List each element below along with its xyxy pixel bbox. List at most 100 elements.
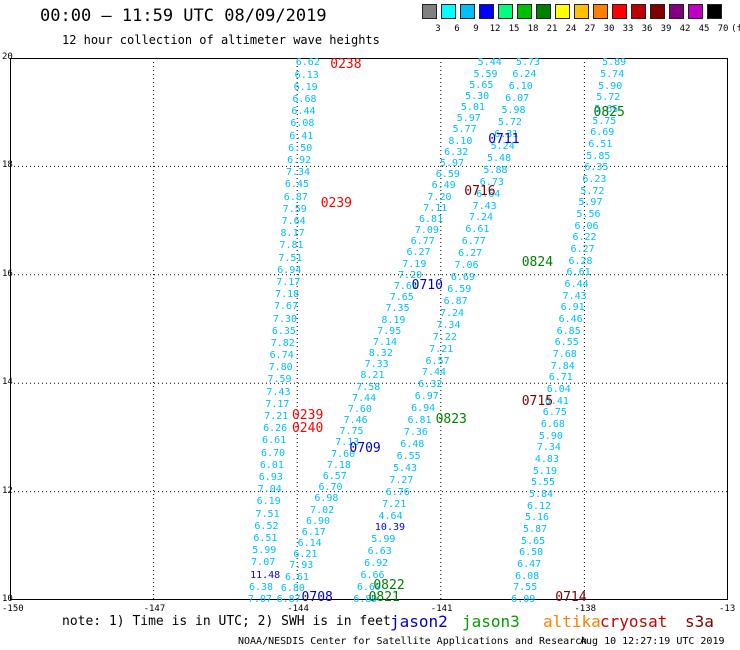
legend-label: 3 <box>435 24 441 34</box>
swh-value: 7.64 <box>281 215 306 227</box>
swh-value: 6.87 <box>276 594 301 605</box>
legend-label: 12 <box>489 24 501 34</box>
swh-value: 6.22 <box>572 232 597 244</box>
swh-value: 5.97 <box>439 158 465 170</box>
lat-tick-label: 10 <box>2 594 13 604</box>
overpass-time-label: 0240 <box>291 421 324 437</box>
lat-tick-label: 16 <box>2 268 13 279</box>
legend-swatch <box>422 4 437 19</box>
legend-label: 36 <box>641 24 653 34</box>
swh-value: 6.77 <box>461 236 486 248</box>
swh-value: 6.12 <box>526 500 552 512</box>
overpass-time-label: 0823 <box>435 411 467 427</box>
swh-value: 11.48 <box>250 569 281 581</box>
swh-value: 5.65 <box>521 535 546 547</box>
swh-value: 7.21 <box>382 498 407 510</box>
legend-altika: altika <box>543 612 601 631</box>
swh-value: 5.88 <box>483 164 508 176</box>
swh-value: 4.83 <box>534 454 559 466</box>
swh-value: 8.32 <box>368 348 393 360</box>
swh-value: 7.21 <box>264 411 289 423</box>
swh-value: 7.14 <box>372 336 398 348</box>
swh-value: 6.07 <box>505 93 530 105</box>
legend-swatch <box>631 4 646 19</box>
swh-value: 7.17 <box>276 276 301 288</box>
swh-value: 5.30 <box>465 90 490 102</box>
swh-value: 5.72 <box>497 117 522 129</box>
swh-value: 7.34 <box>436 319 461 331</box>
swh-value: 6.19 <box>256 496 281 508</box>
swh-value: 5.16 <box>525 512 550 524</box>
overpass-time-label: 0239 <box>291 407 324 423</box>
swh-value: 7.60 <box>347 403 372 415</box>
credit-line: NOAA/NESDIS Center for Satellite Applica… <box>238 636 588 647</box>
overpass-time-label: 0825 <box>593 105 625 121</box>
legend-jason3: jason3 <box>462 612 520 631</box>
swh-value: 10.39 <box>374 522 406 534</box>
swh-value: 6.32 <box>444 146 469 158</box>
legend-label: 30 <box>603 24 615 34</box>
swh-value: 7.82 <box>270 337 295 349</box>
swh-value: 6.61 <box>285 571 310 583</box>
swh-value: 8.10 <box>448 135 473 147</box>
swh-value: 7.33 <box>364 359 389 371</box>
swh-value: 5.65 <box>594 104 619 116</box>
swh-value: 7.51 <box>255 508 280 520</box>
swh-value: 6.38 <box>248 581 274 593</box>
legend-label: 42 <box>679 24 691 34</box>
swh-value: 5.74 <box>600 69 625 81</box>
legend-swatch <box>517 4 532 19</box>
legend-swatch <box>707 4 722 19</box>
swh-value: 5.87 <box>523 524 548 535</box>
swh-value: 7.21 <box>429 343 454 355</box>
swh-value: 6.01 <box>259 459 284 471</box>
swh-value: 6.52 <box>254 520 279 532</box>
swh-value: 7.44 <box>421 367 447 379</box>
swh-value: 7.09 <box>414 225 439 237</box>
swh-value: 5.77 <box>452 124 477 136</box>
swh-value: 6.55 <box>396 450 421 462</box>
swh-value: 5.65 <box>469 79 494 91</box>
overpass-time-label: 0239 <box>320 196 353 212</box>
overpass-time-label: 0822 <box>373 578 405 594</box>
swh-value: 6.28 <box>568 255 593 267</box>
legend-swatch <box>536 4 551 19</box>
legend-label: 39 <box>660 24 672 34</box>
legend-swatch <box>593 4 608 19</box>
legend-swatch <box>688 4 703 19</box>
swh-value: 6.80 <box>280 582 305 594</box>
swh-value: 5.59 <box>473 68 498 80</box>
legend-swatch <box>555 4 570 19</box>
swh-value: 7.59 <box>267 374 292 386</box>
lat-tick-label: 20 <box>2 52 13 62</box>
swh-value: 6.23 <box>582 174 607 186</box>
swh-value: 5.24 <box>490 140 515 152</box>
legend-label: 27 <box>584 24 596 34</box>
swh-value: 7.84 <box>550 360 575 372</box>
lon-tick-label: -144 <box>287 604 309 614</box>
swh-value: 7.55 <box>513 582 538 594</box>
swh-value: 6.27 <box>458 248 483 260</box>
swh-value: 7.51 <box>278 252 303 264</box>
swh-value: 7.46 <box>343 415 368 427</box>
swh-value: 7.34 <box>536 442 561 454</box>
swh-value: 6.19 <box>293 81 318 93</box>
swh-value: 6.69 <box>590 127 615 139</box>
swh-value: 6.31 <box>494 128 519 140</box>
swh-value: 7.18 <box>326 459 351 471</box>
legend-label: (ft) <box>731 24 740 34</box>
swh-value: 5.48 <box>487 152 512 164</box>
swh-value: 6.35 <box>584 162 609 174</box>
swh-value: 6.35 <box>271 325 296 337</box>
overpass-time-label: 0716 <box>464 184 496 200</box>
generated-timestamp: Aug 10 12:27:19 UTC 2019 <box>580 636 725 647</box>
legend-swatch <box>498 4 513 19</box>
overpass-time-label: 0714 <box>555 589 587 605</box>
swh-value: 6.92 <box>287 154 312 166</box>
swh-value: 5.56 <box>576 209 601 221</box>
swh-value: 7.68 <box>552 349 577 361</box>
swh-value: 7.07 <box>247 594 272 605</box>
swh-value: 6.24 <box>512 69 537 81</box>
swh-value: 7.59 <box>282 203 307 215</box>
swh-value: 6.27 <box>406 247 431 259</box>
